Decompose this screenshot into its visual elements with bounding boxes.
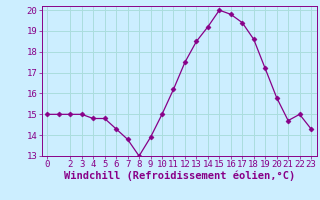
X-axis label: Windchill (Refroidissement éolien,°C): Windchill (Refroidissement éolien,°C) [64,171,295,181]
